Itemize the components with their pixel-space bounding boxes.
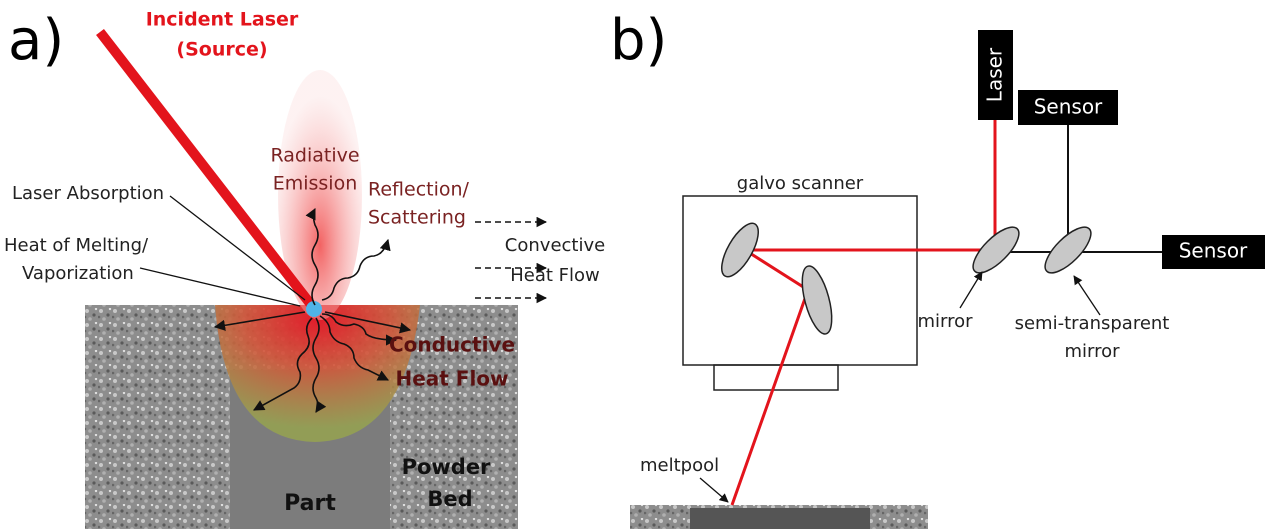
- leader-line: [139, 267, 301, 307]
- meltpool-region: [690, 508, 870, 529]
- sensor-box: [1018, 90, 1118, 125]
- label: Vaporization: [22, 263, 134, 284]
- label: Heat of Melting/: [4, 235, 149, 256]
- label: Laser Absorption: [12, 183, 164, 204]
- label: Convective: [505, 235, 605, 256]
- panel-label: b): [610, 8, 667, 73]
- label: Incident Laser: [146, 9, 299, 31]
- label: Bed: [427, 487, 472, 511]
- galvo-mirror: [721, 222, 759, 278]
- panel-b: b) galvo scanner Laser Sensor Sensor mir…: [610, 8, 1265, 529]
- incident-laser-beam: [96, 28, 316, 310]
- panel-a: a) Incident Laser (Source) Radiative Emi…: [4, 8, 605, 529]
- label: mirror: [1064, 341, 1120, 362]
- label: mirror: [917, 311, 973, 332]
- mirror: [972, 226, 1020, 274]
- label: Scattering: [368, 207, 466, 229]
- convection-arrows: [475, 216, 548, 304]
- label: Heat Flow: [510, 265, 600, 286]
- label: Sensor: [1179, 239, 1248, 263]
- label: Sensor: [1034, 95, 1103, 119]
- label: galvo scanner: [737, 173, 864, 194]
- sensor-box: [1162, 235, 1265, 269]
- panel-label: a): [8, 8, 64, 73]
- label: meltpool: [640, 455, 719, 476]
- label: Part: [284, 491, 336, 516]
- heat-arrows: [213, 207, 412, 413]
- label: Reflection/: [368, 179, 470, 201]
- laser-box: [978, 30, 1013, 120]
- label: semi-transparent: [1015, 313, 1170, 334]
- galvo-box: [682, 195, 918, 366]
- pointer-arrows: [699, 271, 1101, 503]
- semi-transparent-mirror: [1044, 226, 1092, 274]
- label: Laser: [983, 47, 1007, 102]
- label: Radiative: [270, 145, 359, 167]
- label: Conductive: [389, 333, 515, 357]
- galvo-mirror: [801, 265, 833, 335]
- emission-plume: [278, 70, 362, 320]
- label: Powder: [402, 455, 491, 479]
- label: (Source): [176, 39, 267, 61]
- absorption-spot: [306, 301, 322, 317]
- leader-line: [169, 195, 306, 301]
- galvo-base: [713, 364, 839, 391]
- label: Heat Flow: [395, 367, 508, 391]
- label: Emission: [273, 173, 358, 195]
